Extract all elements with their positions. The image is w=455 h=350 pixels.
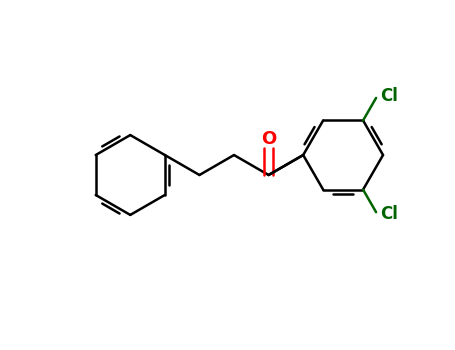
Text: Cl: Cl: [380, 87, 398, 105]
Text: O: O: [261, 130, 276, 148]
Text: Cl: Cl: [380, 205, 398, 223]
